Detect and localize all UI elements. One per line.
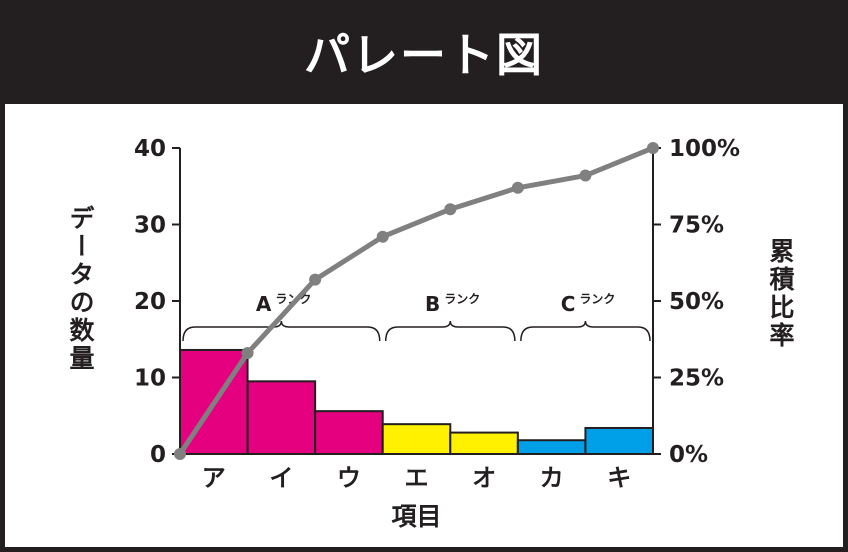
bar-6 (516, 439, 587, 456)
y2-tick-label: 0% (669, 442, 708, 468)
cumulative-point-4 (444, 203, 457, 216)
cumulative-point-2 (309, 273, 322, 286)
chart-panel (5, 104, 843, 547)
chart-title: パレート図 (304, 28, 544, 82)
x-tick-label: エ (405, 464, 429, 492)
y-tick-label: 20 (134, 289, 166, 315)
rank-brace-c (520, 320, 651, 342)
y2-tick-label: 25% (669, 366, 724, 392)
rank-brace-b (384, 320, 516, 342)
y-tick-label: 30 (134, 213, 166, 239)
x-axis-label: 項目 (391, 502, 441, 531)
rank-brace-a (182, 320, 381, 342)
bar-4 (381, 423, 452, 456)
x-tick-label: カ (540, 464, 564, 492)
y2-axis-label: 累積比率 (766, 238, 795, 350)
x-tick-label: ウ (337, 464, 361, 492)
y2-tick-label: 50% (669, 289, 724, 315)
rank-suffix-b: ランク (444, 292, 480, 306)
bar-5 (449, 431, 519, 455)
rank-letter-c: C (561, 292, 576, 316)
rank-letter-a: A (256, 292, 272, 316)
y-tick-label: 0 (150, 442, 166, 468)
rank-suffix-c: ランク (579, 292, 615, 306)
x-tick-label: イ (269, 464, 293, 492)
cumulative-point-6 (579, 169, 592, 182)
bar-7 (584, 426, 655, 455)
y-axis-label: データの数量 (66, 205, 95, 373)
x-tick-label: ア (202, 464, 226, 492)
bar-3 (314, 410, 384, 456)
bar-2 (246, 380, 317, 456)
x-tick-label: オ (472, 464, 496, 492)
x-tick-label: キ (607, 464, 631, 492)
cumulative-point-5 (511, 181, 524, 194)
y-tick-label: 10 (134, 366, 166, 392)
cumulative-point-1 (241, 347, 254, 360)
cumulative-point-3 (376, 230, 389, 243)
cumulative-point-0 (174, 448, 186, 460)
y-tick-label: 40 (134, 136, 166, 162)
y2-tick-label: 100% (669, 136, 740, 162)
cumulative-line (177, 145, 654, 456)
cumulative-point-7 (647, 142, 659, 154)
y2-tick-label: 75% (669, 213, 724, 239)
rank-letter-b: B (425, 292, 440, 316)
